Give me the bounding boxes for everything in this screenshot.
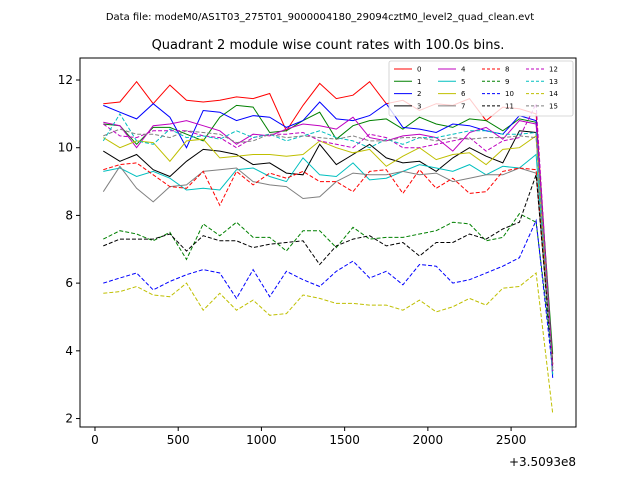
legend-label-2: 2 [417, 90, 421, 98]
series-line-9 [103, 213, 554, 362]
series-line-11 [103, 174, 554, 368]
legend-box [388, 60, 574, 117]
legend-label-12: 12 [549, 66, 558, 74]
series-line-7 [102, 165, 554, 372]
x-tick-label: 2500 [496, 433, 527, 447]
y-axis: 2 4 6 8 10 12 [58, 73, 80, 426]
series-line-3 [103, 130, 554, 368]
y-tick-label: 12 [58, 73, 73, 87]
x-tick-label: 500 [167, 433, 190, 447]
y-tick-label: 2 [65, 412, 73, 426]
legend-label-8: 8 [505, 66, 509, 74]
legend-label-10: 10 [505, 90, 514, 98]
series-line-15 [103, 128, 554, 372]
series-line-6 [103, 134, 554, 372]
x-tick-label: 1500 [329, 433, 360, 447]
legend-label-3: 3 [417, 102, 421, 110]
series-line-14 [103, 272, 554, 414]
series-line-2 [103, 101, 554, 378]
x-tick-label: 1000 [246, 433, 277, 447]
series-line-12 [103, 101, 554, 372]
series-line-1 [103, 104, 554, 355]
legend-label-1: 1 [417, 78, 421, 86]
y-tick-label: 4 [65, 344, 73, 358]
legend-label-7: 7 [461, 102, 465, 110]
y-tick-label: 10 [58, 141, 73, 155]
x-tick-label: 2000 [413, 433, 444, 447]
series-line-13 [102, 112, 554, 375]
x-axis: 0 500 1000 1500 2000 2500 [91, 427, 526, 447]
legend-label-11: 11 [505, 102, 514, 110]
x-tick-label: 0 [91, 433, 99, 447]
legend-label-15: 15 [549, 102, 558, 110]
legend-label-6: 6 [461, 90, 466, 98]
chart-title: Quadrant 2 module wise count rates with … [152, 38, 505, 53]
legend-label-0: 0 [417, 66, 421, 74]
series-line-4 [103, 116, 554, 365]
x-offset-label: +3.5093e8 [509, 455, 576, 469]
y-tick-label: 8 [65, 208, 73, 222]
legend-label-9: 9 [505, 78, 509, 86]
y-tick-label: 6 [65, 276, 73, 290]
legend-label-13: 13 [549, 78, 558, 86]
series-line-8 [103, 162, 554, 365]
series-line-5 [103, 153, 554, 375]
plot-frame [79, 57, 577, 428]
plot-lines [102, 80, 554, 414]
legend-label-4: 4 [461, 66, 466, 74]
suptitle: Data file: modeM0/AS1T03_275T01_90000041… [106, 12, 534, 23]
series-line-10 [103, 218, 554, 372]
legend-label-5: 5 [461, 78, 465, 86]
legend-label-14: 14 [549, 90, 558, 98]
